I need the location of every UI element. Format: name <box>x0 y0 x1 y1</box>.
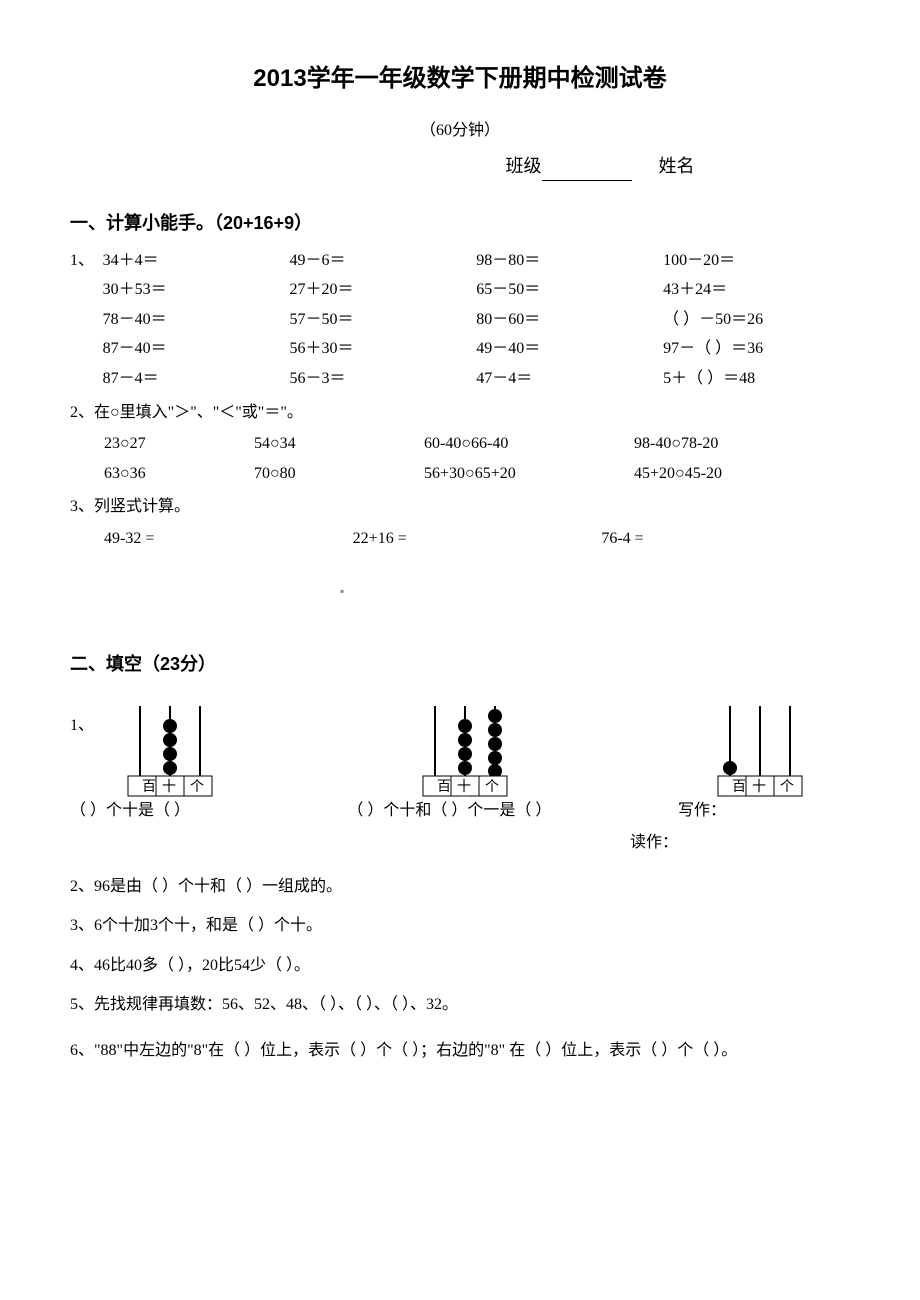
q1-cell: 100－20＝ <box>663 248 850 274</box>
q1-cell: 98－80＝ <box>476 248 663 274</box>
q1-row-3: 87－40＝ 56＋30＝ 49－40＝ 97－（ ）＝36 <box>70 336 850 362</box>
q1-cell: 56－3＝ <box>289 366 476 392</box>
abacus-caption-2: （ ）个十和（ ）个一是（ ） <box>347 798 636 824</box>
q1-label: 1、 <box>70 248 103 274</box>
abacus-2: 百 十 个 <box>405 698 525 798</box>
q2-cell: 60-40○66-40 <box>424 431 594 457</box>
q1-cell: 49－6＝ <box>289 248 476 274</box>
q1-row-2: 78－40＝ 57－50＝ 80－60＝ （ ）－50＝26 <box>70 307 850 333</box>
svg-text:个: 个 <box>485 779 499 795</box>
q1-cell: 56＋30＝ <box>289 336 476 362</box>
s2-q6: 6、"88"中左边的"8"在（ ）位上，表示（ ）个（ ）；右边的"8" 在（ … <box>70 1032 850 1070</box>
exam-title: 2013学年一年级数学下册期中检测试卷 <box>70 60 850 98</box>
q1-cell: （ ）－50＝26 <box>663 307 850 333</box>
class-label: 班级 <box>506 156 542 176</box>
q3-cell: 22+16 = <box>353 526 602 552</box>
q1-row-0: 1、 34＋4＝ 49－6＝ 98－80＝ 100－20＝ <box>70 248 850 274</box>
svg-text:十: 十 <box>752 779 766 795</box>
q2-label: 2、在○里填入"＞"、"＜"或"＝"。 <box>70 400 850 426</box>
abacus-1: 百 十 个 <box>110 698 230 798</box>
q1-cell: 78－40＝ <box>103 307 290 333</box>
section1-heading: 一、计算小能手。（20+16+9） <box>70 209 850 238</box>
s2-q5: 5、先找规律再填数：56、52、48、（ ）、（ ）、（ ）、32。 <box>70 992 850 1018</box>
q3-label: 3、列竖式计算。 <box>70 494 850 520</box>
abacus-captions: （ ）个十是（ ） （ ）个十和（ ）个一是（ ） 写作： <box>70 798 850 824</box>
q1-cell: 97－（ ）＝36 <box>663 336 850 362</box>
svg-text:个: 个 <box>780 779 794 795</box>
abacus-caption-3: 写作： <box>678 798 830 824</box>
q3-cell: 76-4 = <box>601 526 850 552</box>
q2-row-1: 63○36 70○80 56+30○65+20 45+20○45-20 <box>70 461 850 487</box>
class-blank[interactable] <box>542 180 632 181</box>
q1-cell: 27＋20＝ <box>289 277 476 303</box>
q2-row-0: 23○27 54○34 60-40○66-40 98-40○78-20 <box>70 431 850 457</box>
abacus-3: 百 十 个 <box>700 698 820 798</box>
svg-text:个: 个 <box>190 779 204 795</box>
q1-row-4: 87－4＝ 56－3＝ 47－4＝ 5＋（ ）＝48 <box>70 366 850 392</box>
q1-cell: 65－50＝ <box>476 277 663 303</box>
svg-text:十: 十 <box>162 779 176 795</box>
q1-cell: 87－4＝ <box>103 366 290 392</box>
name-label: 姓名 <box>659 156 695 176</box>
s2-q3: 3、6个十加3个十，和是（ ）个十。 <box>70 913 850 939</box>
s2-q1-label: 1、 <box>70 713 110 799</box>
q1-cell: 80－60＝ <box>476 307 663 333</box>
q2-cell: 56+30○65+20 <box>424 461 594 487</box>
q2-cell: 70○80 <box>254 461 384 487</box>
student-info-line: 班级 姓名 <box>70 152 850 181</box>
exam-duration: （60分钟） <box>70 118 850 144</box>
q1-cell: 30＋53＝ <box>103 277 290 303</box>
q2-cell: 23○27 <box>104 431 214 457</box>
q1-cell: 34＋4＝ <box>103 248 290 274</box>
svg-text:百: 百 <box>437 779 451 795</box>
svg-text:十: 十 <box>457 779 471 795</box>
q2-cell: 54○34 <box>254 431 384 457</box>
q1-row-1: 30＋53＝ 27＋20＝ 65－50＝ 43＋24＝ <box>70 277 850 303</box>
q1-cell: 5＋（ ）＝48 <box>663 366 850 392</box>
abacus-caption-read: 读作： <box>70 830 850 856</box>
s2-q4: 4、46比40多（ ），20比54少（ ）。 <box>70 953 850 979</box>
q3-cell: 49-32 = <box>104 526 353 552</box>
q3-row: 49-32 = 22+16 = 76-4 = <box>70 526 850 552</box>
abacus-caption-1: （ ）个十是（ ） <box>70 798 306 824</box>
q1-cell: 87－40＝ <box>103 336 290 362</box>
q1-cell: 47－4＝ <box>476 366 663 392</box>
svg-text:百: 百 <box>142 779 156 795</box>
section2-heading: 二、填空（23分） <box>70 650 850 679</box>
q1-cell: 43＋24＝ <box>663 277 850 303</box>
q1-cell: 49－40＝ <box>476 336 663 362</box>
page-dot-icon: ▪ <box>340 582 344 601</box>
s2-q2: 2、96是由（ ）个十和（ ）一组成的。 <box>70 874 850 900</box>
svg-text:百: 百 <box>732 779 746 795</box>
q2-cell: 45+20○45-20 <box>634 461 722 487</box>
q1-cell: 57－50＝ <box>289 307 476 333</box>
q2-cell: 98-40○78-20 <box>634 431 718 457</box>
q2-cell: 63○36 <box>104 461 214 487</box>
